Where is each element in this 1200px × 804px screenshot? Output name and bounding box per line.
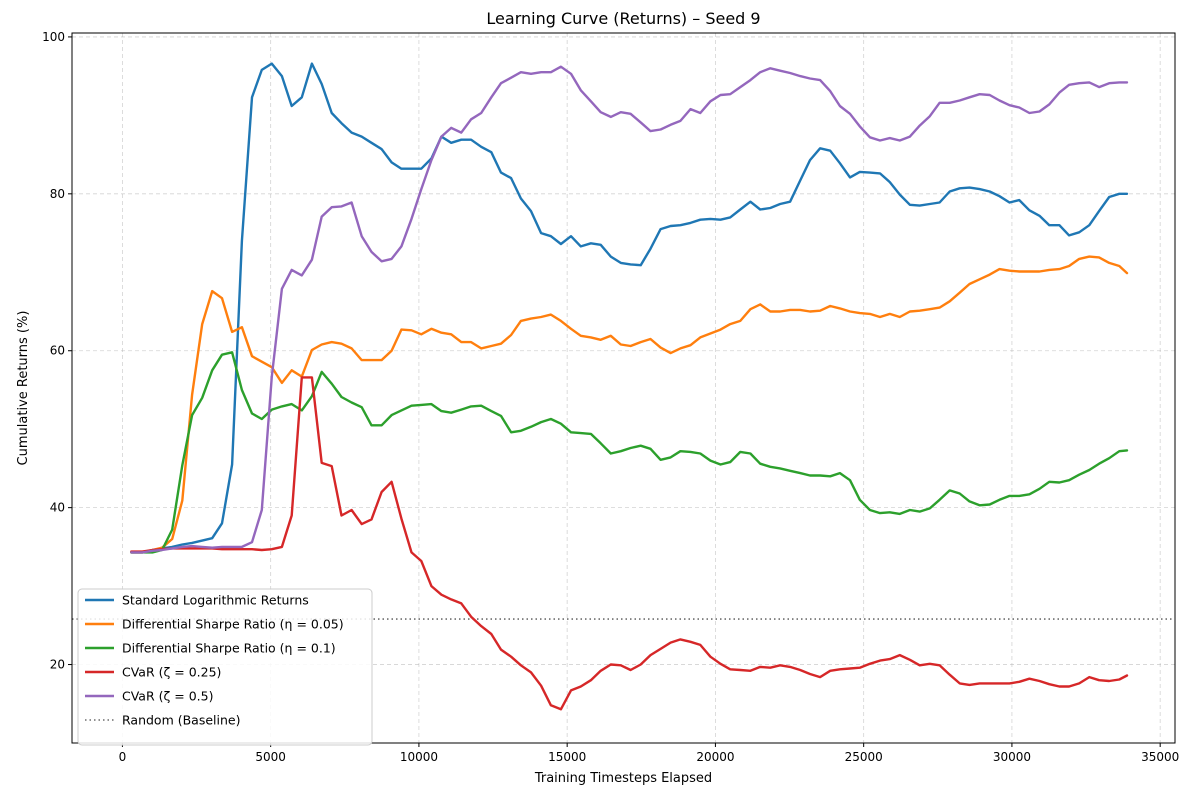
series-layer xyxy=(130,62,1129,711)
ticks: 0 5000 10000 15000 20000 25000 30000 35000 20 40 6… xyxy=(42,30,1179,764)
y-tick-label: 40 xyxy=(50,501,65,515)
series-line-1 xyxy=(130,62,1129,554)
legend-label: Standard Logarithmic Returns xyxy=(122,593,309,608)
plot-frame xyxy=(71,32,1176,744)
series-line-4 xyxy=(130,376,1129,711)
x-tick-label: 0 xyxy=(119,750,127,764)
chart-title: Learning Curve (Returns) – Seed 9 xyxy=(486,9,760,28)
y-tick-label: 80 xyxy=(50,187,65,201)
y-tick-label: 100 xyxy=(42,30,65,44)
legend-label: CVaR (ζ = 0.5) xyxy=(122,689,213,704)
x-tick-label: 15000 xyxy=(548,750,586,764)
x-tick-label: 25000 xyxy=(845,750,883,764)
legend-label: CVaR (ζ = 0.25) xyxy=(122,665,221,680)
legend: Standard Logarithmic Returns Differential… xyxy=(77,588,373,746)
x-tick-label: 5000 xyxy=(255,750,286,764)
legend-label: Differential Sharpe Ratio (η = 0.05) xyxy=(122,617,344,632)
x-tick-label: 10000 xyxy=(400,750,438,764)
legend-label: Random (Baseline) xyxy=(122,713,240,728)
y-tick-label: 20 xyxy=(50,658,65,672)
series-line-5 xyxy=(130,65,1129,554)
x-tick-label: 30000 xyxy=(993,750,1031,764)
y-tick-label: 60 xyxy=(50,344,65,358)
x-tick-label: 20000 xyxy=(696,750,734,764)
legend-label: Differential Sharpe Ratio (η = 0.1) xyxy=(122,641,336,656)
legend-box xyxy=(77,588,373,746)
y-axis-label: Cumulative Returns (%) xyxy=(16,311,31,466)
x-tick-label: 35000 xyxy=(1141,750,1179,764)
series-line-2 xyxy=(130,255,1129,554)
x-axis-label: Training Timesteps Elapsed xyxy=(534,771,712,786)
